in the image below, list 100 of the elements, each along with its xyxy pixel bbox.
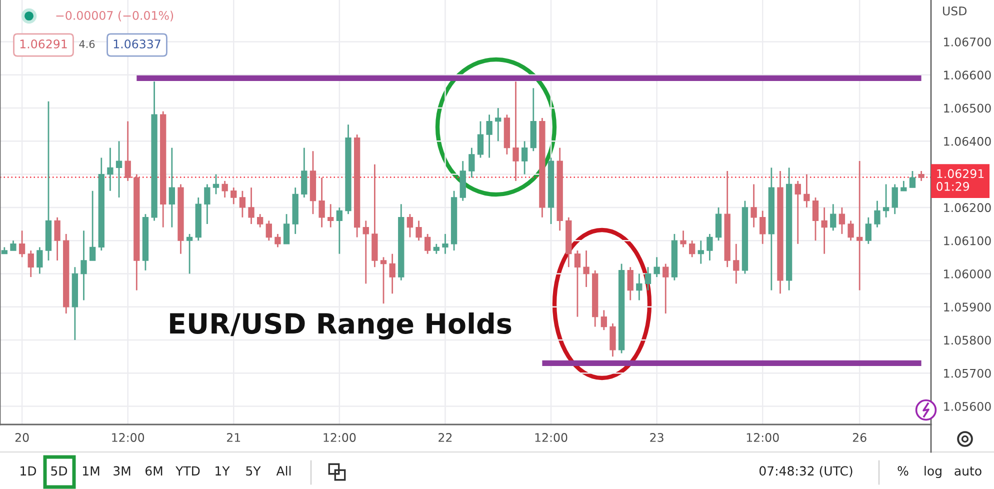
candlestick xyxy=(416,220,422,242)
candlestick xyxy=(521,140,528,175)
candlestick xyxy=(274,233,281,248)
y-tick-label: 1.05600 xyxy=(944,402,991,411)
text: auto xyxy=(954,466,982,476)
candlestick xyxy=(874,200,880,228)
candlestick xyxy=(80,230,87,301)
annotation: 1.06337 xyxy=(114,39,160,48)
candlestick xyxy=(380,256,387,304)
candlestick xyxy=(10,240,16,252)
candlestick xyxy=(433,243,440,255)
candlestick xyxy=(644,266,652,291)
candlestick xyxy=(424,233,431,255)
candlestick xyxy=(336,206,343,255)
text: 5D xyxy=(51,466,68,476)
x-tick-label: 20 xyxy=(15,433,29,442)
candlestick xyxy=(750,184,757,228)
candlestick xyxy=(636,273,642,301)
candlestick xyxy=(848,220,854,242)
candlestick xyxy=(715,206,722,242)
candlestick xyxy=(812,196,819,242)
candlestick xyxy=(54,216,60,262)
candlestick xyxy=(222,180,228,198)
y-tick-label: 1.06100 xyxy=(944,236,991,246)
candlestick xyxy=(865,216,872,245)
candlestick xyxy=(266,220,272,242)
candlestick xyxy=(882,184,890,218)
x-tick-label: 12:00 xyxy=(746,433,779,442)
x-tick-label: 12:00 xyxy=(112,433,144,442)
candlestick xyxy=(116,140,122,198)
candlestick xyxy=(468,147,475,178)
x-tick-label: 12:00 xyxy=(324,433,356,442)
candlestick xyxy=(406,213,414,238)
candlestick xyxy=(18,230,26,258)
candlestick xyxy=(662,263,669,314)
candlestick xyxy=(821,206,828,255)
candlestick xyxy=(760,210,766,245)
candlestick xyxy=(442,233,448,255)
candlestick xyxy=(204,184,210,225)
candlestick xyxy=(583,250,590,288)
text: % xyxy=(898,466,908,476)
candlestick xyxy=(918,170,924,182)
candlestick xyxy=(28,250,34,278)
candlestick xyxy=(680,230,686,248)
text: 1D xyxy=(20,466,36,476)
candlestick xyxy=(362,220,369,284)
candlestick xyxy=(600,309,607,331)
text: 5Y xyxy=(246,466,261,476)
candlestick xyxy=(89,190,96,262)
x-tick-label: 22 xyxy=(438,433,452,442)
candlestick xyxy=(230,186,237,205)
candlestick xyxy=(838,206,846,235)
ref-line-label: 1.06291 01:29 xyxy=(936,169,984,191)
text: 6M xyxy=(146,466,162,476)
text: 3M xyxy=(114,466,130,476)
text: All xyxy=(276,466,291,476)
candlestick xyxy=(733,243,740,284)
candlestick xyxy=(248,186,254,225)
candlestick xyxy=(486,114,492,158)
y-axis-title: USD xyxy=(943,6,967,16)
x-tick-label: 21 xyxy=(226,433,240,442)
candlestick xyxy=(328,203,334,228)
candlestick xyxy=(574,250,581,318)
candlestick xyxy=(283,213,290,245)
y-tick-label: 1.06200 xyxy=(944,203,991,212)
candlestick xyxy=(688,240,696,258)
candlestick xyxy=(830,203,836,232)
y-tick-label: 1.05900 xyxy=(944,302,991,312)
candlestick xyxy=(318,176,325,228)
candlestick xyxy=(512,80,519,182)
annotation: 1.06291 xyxy=(20,39,67,48)
x-tick-label: 26 xyxy=(852,433,866,442)
y-tick-label: 1.06500 xyxy=(944,104,991,113)
y-tick-label: 1.06700 xyxy=(944,37,991,46)
text: YTD xyxy=(176,466,200,476)
text: 07:48:32 (UTC) xyxy=(760,466,852,478)
candlestick xyxy=(610,322,616,358)
candlestick xyxy=(627,266,634,301)
candlestick xyxy=(900,180,907,192)
candlestick xyxy=(186,233,193,274)
candlestick xyxy=(124,120,131,182)
y-tick-label: 1.06400 xyxy=(944,136,991,146)
candlestick xyxy=(495,107,502,142)
text: EUR/USD Range Holds xyxy=(170,312,512,340)
candlestick xyxy=(107,147,114,192)
x-tick-label: 12:00 xyxy=(535,433,568,442)
candlestick xyxy=(794,180,801,245)
candlestick xyxy=(168,147,175,228)
candlestick xyxy=(909,170,916,188)
candlestick xyxy=(856,160,863,291)
y-tick-label: 1.05700 xyxy=(944,368,991,378)
candlestick xyxy=(892,184,898,215)
candlestick xyxy=(654,256,660,278)
text: log xyxy=(924,466,942,478)
y-tick-label: 1.05800 xyxy=(944,336,991,345)
text: 1Y xyxy=(216,466,230,476)
candlestick xyxy=(706,233,713,262)
candlestick xyxy=(256,213,264,228)
annotation: 4.6 xyxy=(79,40,95,48)
annotation: −0.00007 (−0.01%) xyxy=(56,10,174,22)
